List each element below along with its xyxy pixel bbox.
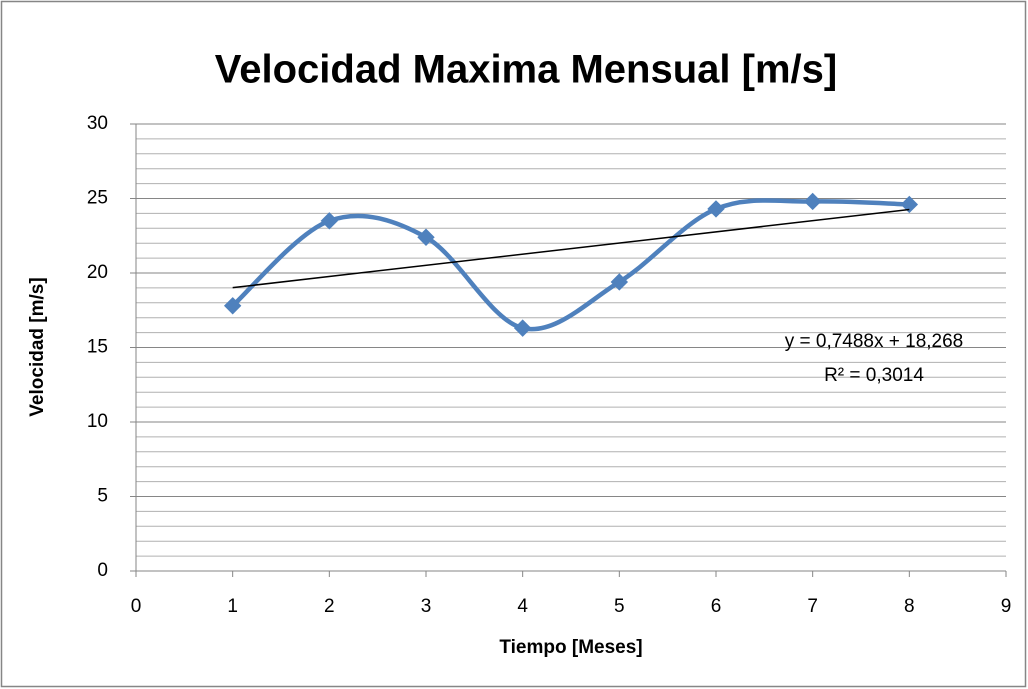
y-tick-label: 20 [87,262,108,283]
x-tick-label: 1 [227,596,238,617]
x-tick-label: 0 [131,596,142,617]
x-tick-label: 7 [807,596,818,617]
x-tick-label: 4 [517,596,528,617]
chart-title: Velocidad Maxima Mensual [m/s] [215,48,837,92]
trendline-equation: y = 0,7488x + 18,268 [785,331,964,352]
trendline-r2: R² = 0,3014 [824,365,924,386]
y-tick-label: 0 [97,560,108,581]
data-marker [320,212,339,230]
y-tick-label: 15 [87,337,108,358]
data-marker [707,200,725,218]
data-marker [223,297,242,315]
y-tick-label: 5 [97,486,108,507]
x-tick-label: 8 [904,596,915,617]
data-marker [513,319,532,337]
x-tick-label: 9 [1001,596,1012,617]
data-marker [900,195,919,214]
data-marker [803,192,822,211]
trendline [232,208,910,289]
y-tick-label: 10 [87,411,108,432]
x-tick-label: 5 [614,596,625,617]
x-axis-label: Tiempo [Meses] [499,637,642,658]
x-tick-label: 6 [711,596,722,617]
data-marker [610,273,629,291]
y-axis-label: Velocidad [m/s] [27,277,48,416]
y-tick-label: 25 [87,188,108,209]
x-tick-label: 3 [421,596,432,617]
data-marker [417,228,435,246]
y-tick-label: 30 [87,113,108,134]
x-tick-label: 2 [324,596,335,617]
